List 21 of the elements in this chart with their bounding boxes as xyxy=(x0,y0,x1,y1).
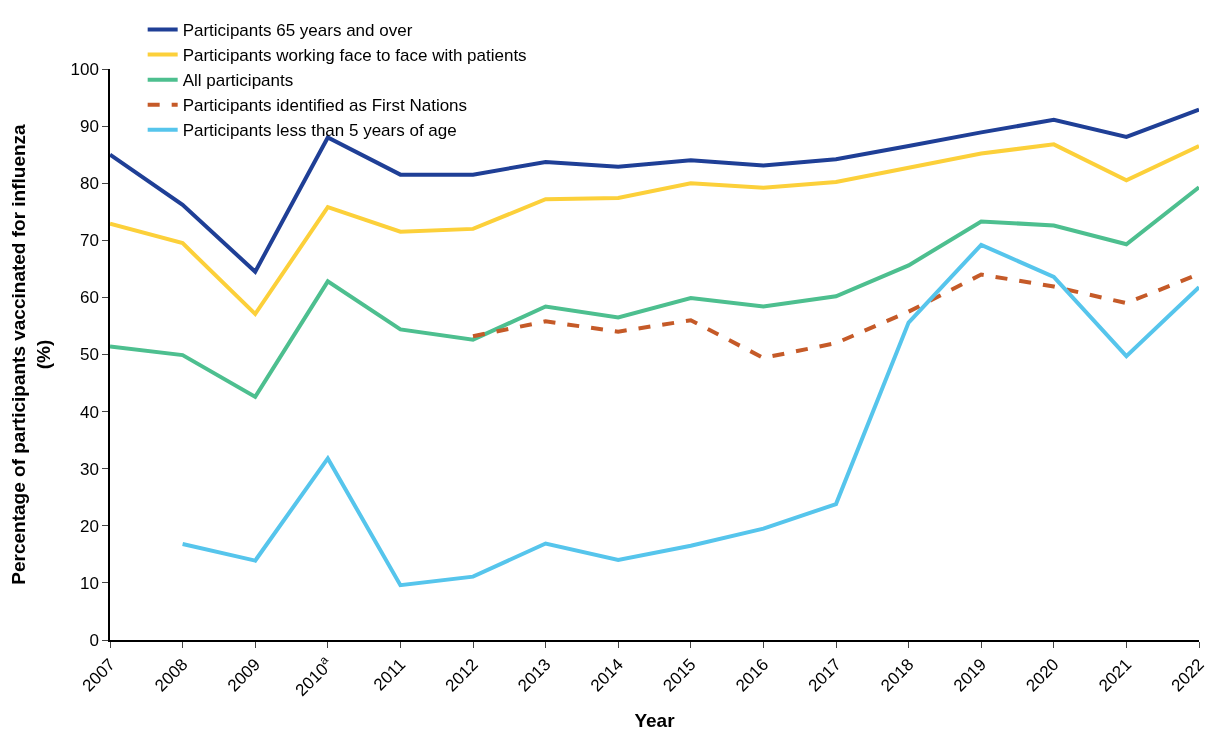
y-tick-label: 80 xyxy=(79,174,99,194)
y-tick-label: 10 xyxy=(79,573,99,593)
y-axis-title: Percentage of participants vaccinated for influenza (%) xyxy=(8,123,54,585)
y-tick-label: 0 xyxy=(89,630,99,650)
line-series xyxy=(110,185,1199,399)
y-tick-label: 40 xyxy=(79,402,99,422)
y-tick-label: 20 xyxy=(79,516,99,536)
x-axis-title: Year xyxy=(634,710,676,732)
y-tick-label: 60 xyxy=(79,288,99,308)
line-series xyxy=(180,242,1199,588)
legend-label: Participants 65 years and over xyxy=(182,21,413,41)
y-tick-label: 90 xyxy=(79,117,99,137)
line-series xyxy=(110,142,1199,316)
legend-label: Participants less than 5 years of age xyxy=(182,121,457,141)
y-tick-label: 70 xyxy=(79,231,99,251)
legend-label: Participants working face to face with patients xyxy=(182,46,527,66)
y-tick-label: 100 xyxy=(70,59,99,79)
legend-label: All participants xyxy=(182,71,294,91)
y-tick-label: 30 xyxy=(79,459,99,479)
y-tick-label: 50 xyxy=(79,345,99,365)
legend-label: Participants identified as First Nations xyxy=(182,96,468,116)
